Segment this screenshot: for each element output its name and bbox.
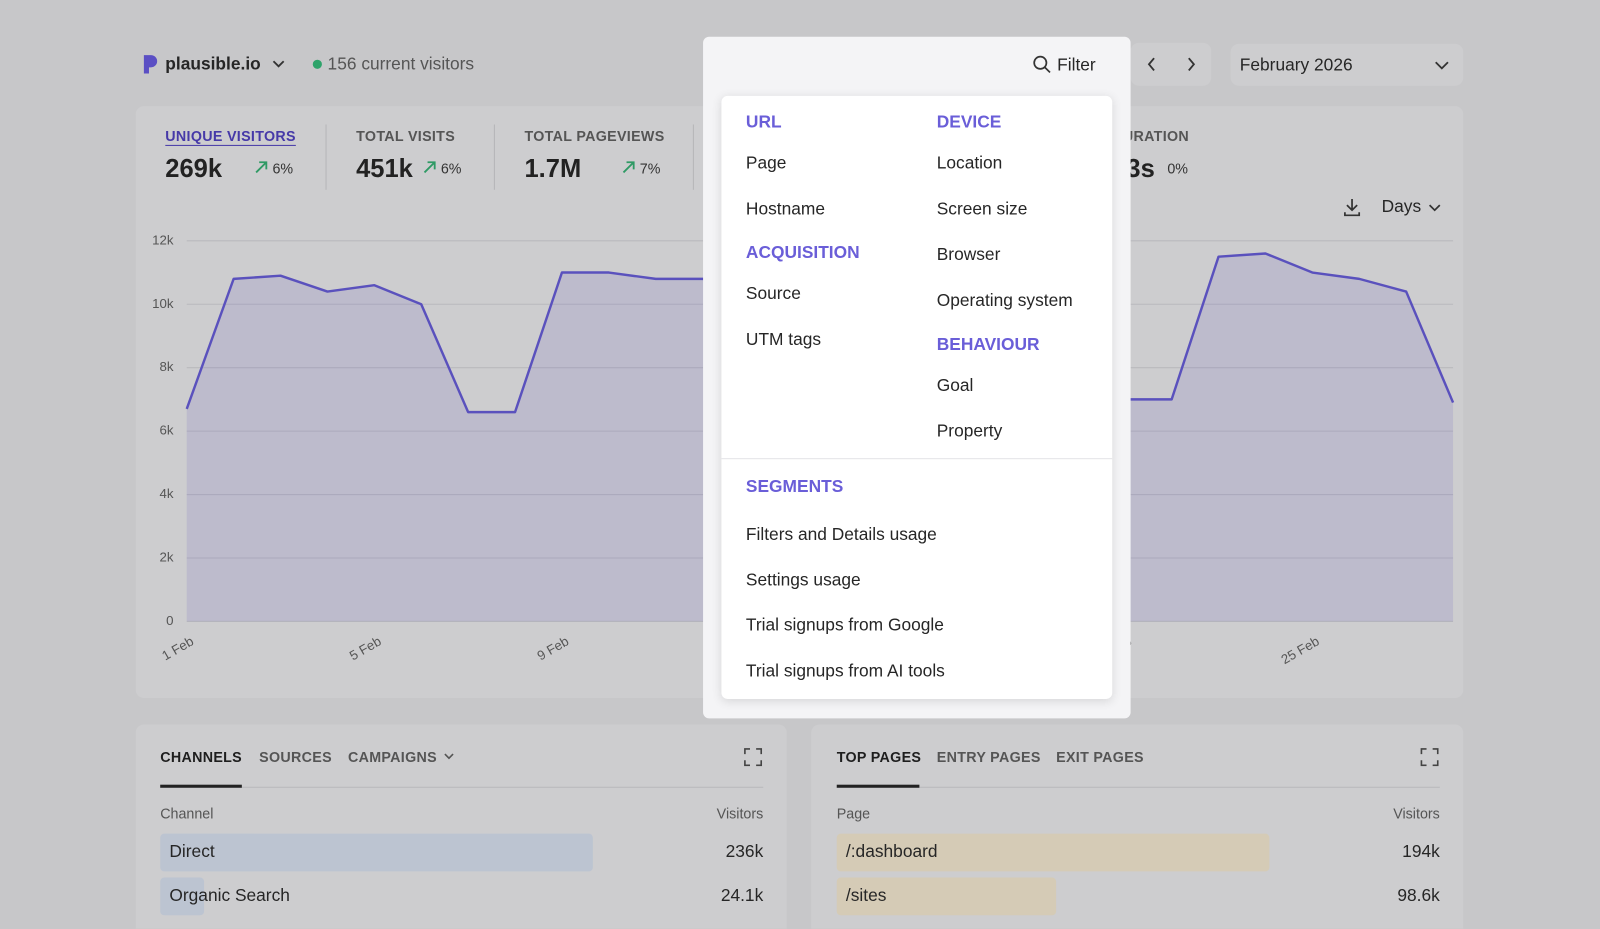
metric-value: 1.7M [524,154,582,184]
row-bar [836,833,1270,872]
y-tick-label: 6k [159,423,173,438]
tab-divider [160,786,764,788]
expand-icon[interactable] [1420,748,1439,767]
metric-value: 451k [356,154,413,184]
y-tick-label: 10k [152,296,174,311]
live-dot [312,59,322,69]
area [186,253,1454,622]
x-tick-label: 5 Feb [347,633,384,663]
metric-label[interactable]: TOTAL PAGEVIEWS [524,127,665,144]
panel-tab[interactable]: ENTRY PAGES [936,748,1041,766]
metric-value: 53s [1112,154,1155,184]
trend-up [423,161,436,174]
row-value: 24.1k [720,885,764,906]
column-header: Channel [160,805,214,822]
row-bar [160,877,205,916]
current-visitors[interactable]: 156 current visitors [327,54,475,74]
row-label[interactable]: /:dashboard [845,841,938,862]
panel-tab[interactable]: TOP PAGES [836,748,922,766]
date-period[interactable]: February 2026 [1239,55,1353,75]
active-tab-underline [160,784,242,788]
metric-change: 6% [272,160,294,177]
interval-select[interactable]: Days [1381,196,1422,217]
metric-value: 269k [165,154,223,184]
site-chevron[interactable] [271,58,285,70]
x-tick-label: 1 Feb [159,633,196,663]
metric-change: 7% [639,160,661,177]
visitors-chart: 0 2k 4k 6k 8k 10k 12k 1 Feb 5 Feb 9 Feb 13 Feb 17 F… [152,232,1455,667]
prev-period[interactable] [1143,55,1161,73]
row-label[interactable]: Direct [169,841,215,862]
column-header: Visitors [716,805,764,822]
period-nav[interactable] [1130,42,1212,86]
row-bar [160,833,593,872]
logo [143,55,158,74]
divider [493,124,495,190]
trend-up [622,161,635,174]
metric-label[interactable]: TOTAL VISITS [356,127,456,144]
interval-chevron[interactable] [1428,202,1442,214]
tab-divider [836,786,1440,788]
divider [325,124,327,190]
y-tick-label: 0 [166,613,173,628]
date-picker[interactable] [1230,43,1464,86]
campaigns-chevron[interactable] [443,752,455,762]
active-tab-underline [836,784,920,788]
date-chevron[interactable] [1434,59,1450,71]
y-tick-label: 4k [159,486,173,501]
metric-label[interactable]: DURATION [1112,127,1190,144]
channels-card [135,724,787,929]
site-name[interactable]: plausible.io [165,54,261,74]
divider [692,124,694,190]
row-label[interactable]: /sites [845,885,887,906]
panel-tab[interactable]: CAMPAIGNS [347,748,437,766]
panel-tab[interactable]: CHANNELS [160,748,243,766]
next-period[interactable] [1182,55,1200,73]
x-tick-label: 25 Feb [1278,633,1321,667]
x-tick-label: 9 Feb [534,633,571,663]
download-icon[interactable] [1342,197,1362,217]
y-tick-label: 12k [152,232,174,247]
row-label[interactable]: Organic Search [169,885,290,906]
row-bar [836,877,1057,916]
column-header: Visitors [1393,805,1440,822]
row-value: 194k [1402,841,1440,862]
metric-change: 6% [440,160,462,177]
panel-tab[interactable]: SOURCES [259,748,332,766]
y-tick-label: 8k [159,359,173,374]
row-value: 98.6k [1397,885,1440,906]
x-tick-label: 17 Feb [903,633,946,667]
x-tick-label: 21 Feb [1091,633,1134,667]
metric-label[interactable]: UNIQUE VISITORS [165,127,296,144]
row-value: 236k [725,841,764,862]
x-tick-label: 13 Feb [716,633,759,667]
y-tick-label: 2k [159,549,173,564]
panel-tab[interactable]: EXIT PAGES [1056,748,1144,766]
trend-up [255,161,268,174]
metric-change: 0% [1167,160,1188,177]
expand-icon[interactable] [744,748,763,767]
column-header: Page [836,805,871,822]
